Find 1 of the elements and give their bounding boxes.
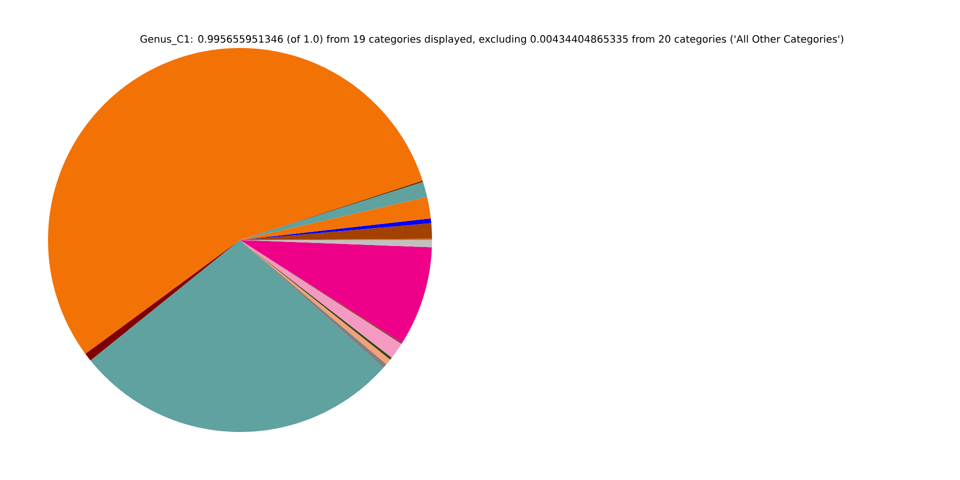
text: Genus_C1: 0.995655951346 (of 1.0) from 19 categories displayed, excluding 0.00434404865335 from 20 categories ('All Other Categories') <box>140 35 844 45</box>
